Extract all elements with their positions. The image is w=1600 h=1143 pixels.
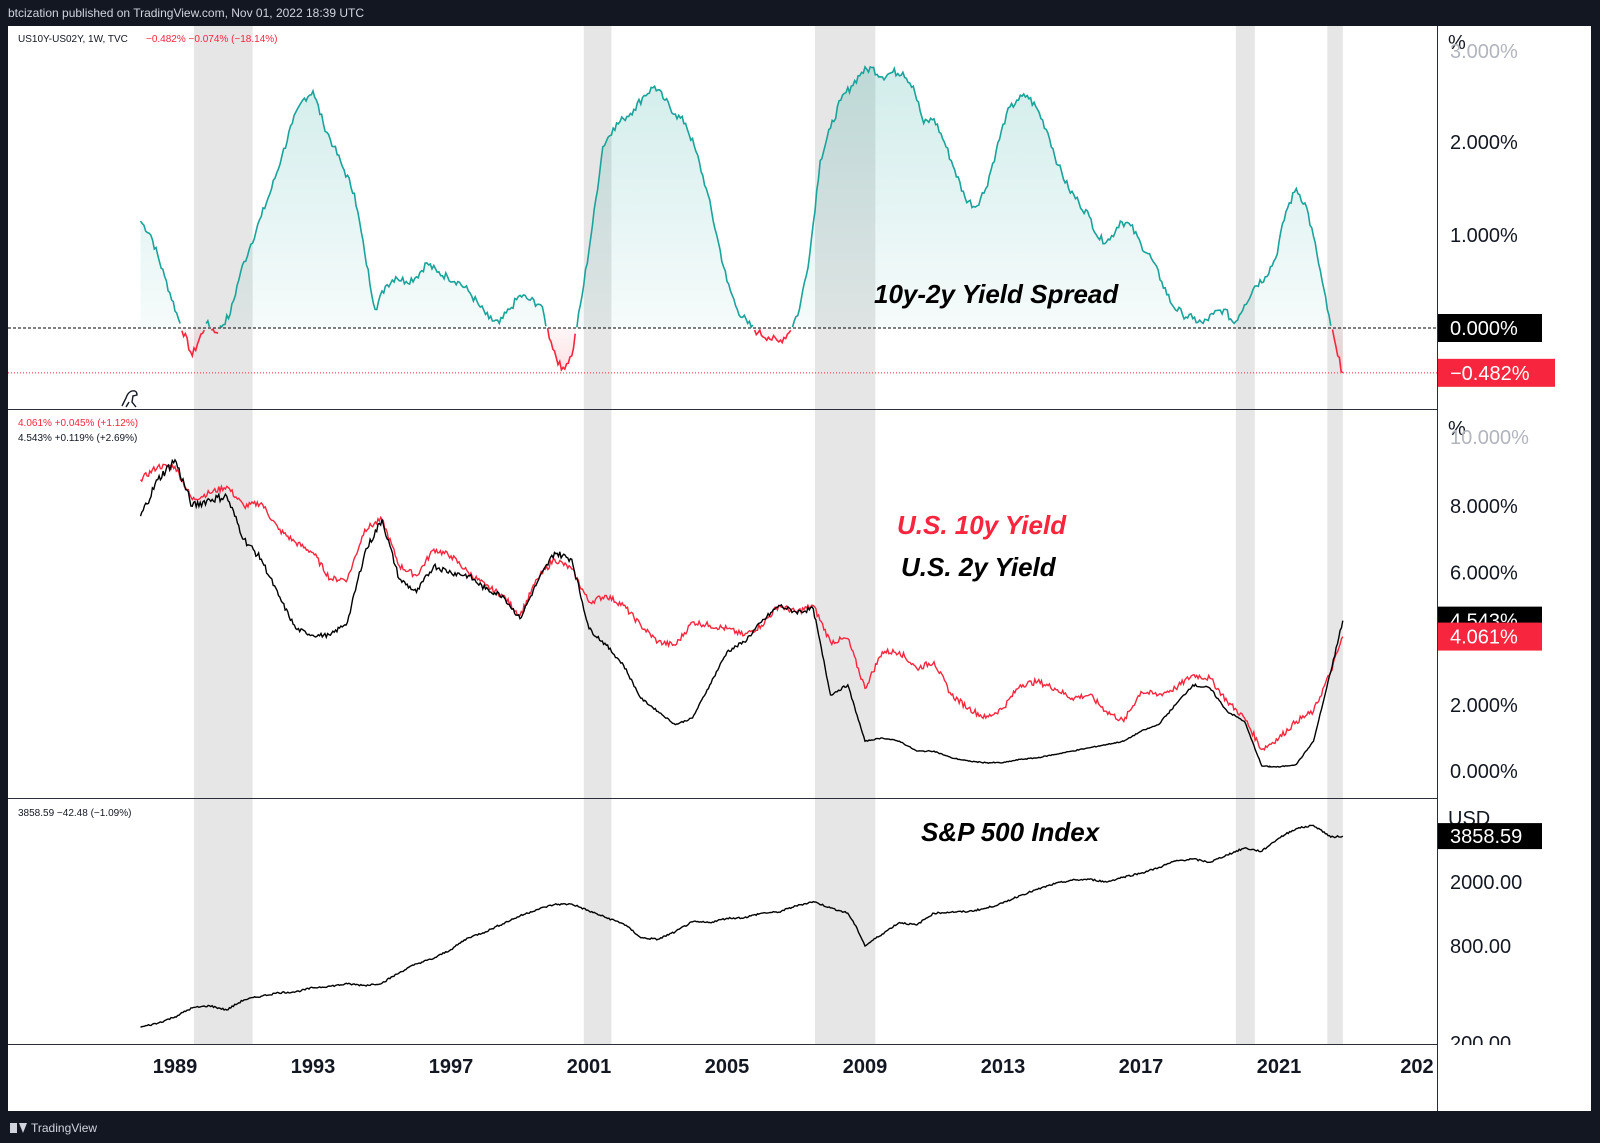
spx-tag-bg: [1438, 823, 1542, 850]
time-axis-corner: [1438, 1045, 1591, 1111]
time-axis[interactable]: 1989 1993 1997 2001 2005 2009 2013 2017 2021 202: [153, 1045, 1591, 1111]
us10y-tag: 4.061%: [1450, 627, 1518, 649]
spread-area-positive: [140, 66, 1343, 329]
spread-line-positive: [139, 65, 1332, 329]
spread-title: 10y-2y Yield Spread: [874, 279, 1119, 309]
us2y-line: [139, 458, 1344, 768]
recession-band-1: [193, 26, 253, 1044]
spx-y-tick: 800.00: [1450, 936, 1511, 958]
yields-unit-label: %: [1448, 418, 1466, 440]
yields-legend-10y: 4.061% +0.045% (+1.12%): [18, 418, 138, 429]
footer-bar: TradingView: [0, 1111, 1600, 1143]
spx-legend: 3858.59 −42.48 (−1.09%): [18, 808, 131, 819]
zero-tag-bg: [1438, 314, 1542, 342]
time-axis-tick: 2005: [705, 1056, 750, 1078]
time-axis-tick: 2013: [981, 1056, 1026, 1078]
spread-legend-symbol: US10Y-US02Y, 1W, TVC: [18, 34, 128, 45]
chart-frame[interactable]: US10Y-US02Y, 1W, TVC −0.482% −0.074% (−1…: [8, 26, 1591, 1111]
yields-y-tick: 8.000%: [1450, 496, 1518, 518]
time-axis-tick: 1993: [291, 1056, 336, 1078]
spread-y-tick: 1.000%: [1450, 225, 1518, 247]
spx-y-tick: 2000.00: [1450, 872, 1522, 894]
yields-title-10y: U.S. 10y Yield: [897, 510, 1067, 540]
spread-y-ticks: 2.000% 1.000%: [1450, 132, 1518, 247]
yields-y-tick: 0.000%: [1450, 761, 1518, 783]
time-axis-tick: 2009: [843, 1056, 888, 1078]
spread-y-tick: 2.000%: [1450, 132, 1518, 154]
yields-panel[interactable]: [139, 458, 1344, 768]
recession-bands: [193, 26, 1343, 1044]
spx-title: S&P 500 Index: [921, 817, 1101, 847]
time-axis-tick: 202: [1400, 1056, 1433, 1078]
spx-panel[interactable]: [140, 824, 1344, 1028]
publisher-text: btcization published on TradingView.com,…: [8, 6, 364, 20]
us10y-line: [139, 463, 1344, 751]
last-tag: −0.482%: [1450, 363, 1530, 385]
spx-tag: 3858.59: [1450, 826, 1522, 848]
time-axis-tick: 2017: [1119, 1056, 1164, 1078]
us10y-tag-bg: [1438, 622, 1542, 651]
spread-panel[interactable]: [8, 65, 1437, 374]
tradingview-logo[interactable]: TradingView: [10, 1121, 97, 1135]
spread-unit-label: %: [1448, 32, 1466, 54]
time-axis-tick: 1997: [429, 1056, 474, 1078]
publisher-bar: btcization published on TradingView.com,…: [0, 0, 1600, 26]
spread-line-negative: [181, 327, 1344, 374]
recession-band-4: [1235, 26, 1255, 1044]
yields-top-cut-label: 10.000%: [1450, 427, 1529, 449]
yields-y-ticks: 8.000% 6.000% 2.000% 0.000%: [1450, 496, 1518, 783]
tradingview-logo-icon: [10, 1123, 27, 1133]
yields-y-tick: 6.000%: [1450, 562, 1518, 584]
time-axis-tick: 2001: [567, 1056, 612, 1078]
time-axis-tick: 2021: [1257, 1056, 1302, 1078]
recession-band-5: [1327, 26, 1343, 1044]
yields-y-tick: 2.000%: [1450, 695, 1518, 717]
time-axis-tick: 1989: [153, 1056, 198, 1078]
yields-legend-2y: 4.543% +0.119% (+2.69%): [18, 433, 137, 444]
spread-area-negative: [140, 328, 1343, 373]
yields-title-2y: U.S. 2y Yield: [901, 552, 1057, 582]
spread-top-cut-label: 3.000%: [1450, 41, 1518, 63]
chart-svg[interactable]: US10Y-US02Y, 1W, TVC −0.482% −0.074% (−1…: [8, 26, 1591, 1111]
tradingview-brand: TradingView: [31, 1121, 98, 1135]
last-tag-bg: [1438, 358, 1555, 387]
spx-line: [140, 824, 1344, 1028]
spread-legend-values: −0.482% −0.074% (−18.14%): [146, 34, 277, 45]
price-scale[interactable]: % 3.000% 2.000% 1.000% 0.000% −0.482% % 1…: [1438, 26, 1591, 1111]
dino-icon: [121, 390, 138, 408]
zero-tag: 0.000%: [1450, 318, 1518, 340]
